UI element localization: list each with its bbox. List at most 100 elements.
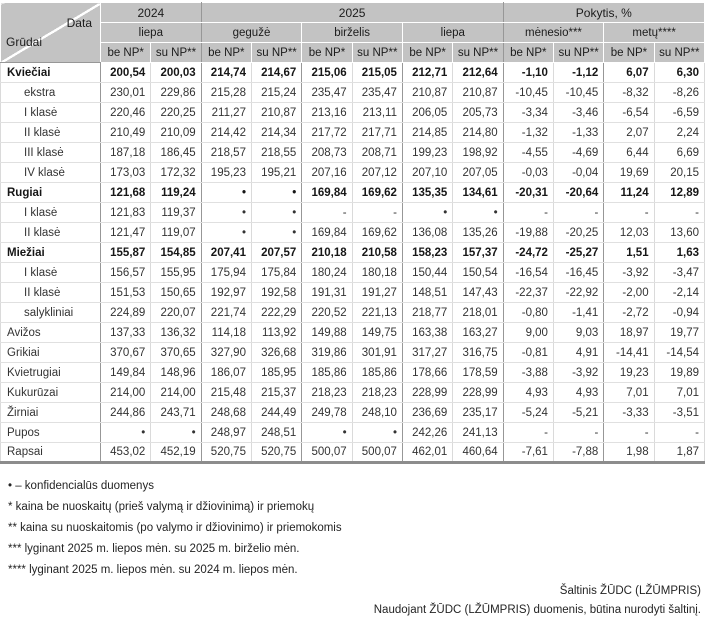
value-cell: 243,71: [150, 402, 202, 423]
value-cell: 206,05: [402, 102, 454, 123]
value-cell: 19,77: [654, 322, 705, 343]
value-cell: 500,07: [301, 442, 353, 463]
value-cell: 169,62: [352, 222, 403, 243]
value-cell: 9,00: [503, 322, 554, 343]
header-row-months: liepa gegužė birželis liepa mėnesio*** metų**…: [1, 22, 705, 43]
value-cell: 224,89: [100, 302, 152, 323]
value-cell: 1,98: [603, 442, 655, 463]
value-cell: 158,23: [402, 242, 454, 263]
value-cell: -14,41: [603, 342, 655, 363]
value-cell: 163,27: [452, 322, 504, 343]
value-cell: 19,89: [654, 362, 705, 383]
header-year-group: 2025: [200, 2, 504, 23]
value-cell: •: [251, 202, 303, 223]
value-cell: 169,84: [301, 182, 353, 203]
value-cell: 150,65: [150, 282, 202, 303]
value-cell: 210,87: [251, 102, 303, 123]
footnote: **** lyginant 2025 m. liepos mėn. su 202…: [8, 564, 298, 576]
value-cell: 6,07: [603, 62, 655, 83]
row-label: Grikiai: [0, 342, 101, 363]
value-cell: -: [654, 422, 705, 443]
value-cell: 210,58: [352, 242, 403, 263]
value-cell: 218,77: [402, 302, 454, 323]
value-cell: 1,51: [603, 242, 655, 263]
value-cell: 121,47: [100, 222, 152, 243]
value-cell: •: [201, 222, 252, 243]
value-cell: 4,91: [553, 342, 605, 363]
value-cell: 214,34: [251, 122, 303, 143]
value-cell: -16,54: [503, 262, 554, 283]
table-row: Miežiai 155,87 154,85 207,41 207,57 210,18 210…: [0, 242, 705, 263]
value-cell: •: [352, 422, 403, 443]
value-cell: -14,54: [654, 342, 705, 363]
table-row: Kviečiai 200,54 200,03 214,74 214,67 215,06 21…: [0, 62, 705, 83]
value-cell: 149,88: [301, 322, 353, 343]
value-cell: -20,64: [553, 182, 605, 203]
header-month: liepa: [401, 22, 504, 43]
value-cell: 186,07: [201, 362, 252, 383]
row-label: Kukurūzai: [0, 382, 101, 403]
row-label: Žirniai: [0, 402, 101, 423]
table-row: IV klasė 173,03 172,32 195,23 195,21 207,16 20…: [0, 162, 705, 183]
header-month: gegužė: [200, 22, 303, 43]
header-year-group: Pokytis, %: [502, 2, 705, 23]
value-cell: 1,87: [654, 442, 705, 463]
value-cell: 218,55: [251, 142, 303, 163]
value-cell: -10,45: [503, 82, 554, 103]
value-cell: 230,01: [100, 82, 152, 103]
table-row: Rugiai 121,68 119,24 • • 169,84 169,62 135,35 13…: [0, 182, 705, 203]
value-cell: 248,68: [201, 402, 252, 423]
value-cell: 520,75: [251, 442, 303, 463]
value-cell: 207,10: [402, 162, 454, 183]
value-cell: 180,18: [352, 262, 403, 283]
value-cell: -6,59: [654, 102, 705, 123]
header-price-col: su NP**: [250, 42, 303, 63]
value-cell: -2,14: [654, 282, 705, 303]
row-label: I klasė: [0, 102, 101, 123]
row-label: Avižos: [0, 322, 101, 343]
value-cell: •: [201, 182, 252, 203]
source-line: Naudojant ŽŪDC (LŽŪMPRIS) duomenis, būti…: [373, 604, 701, 616]
value-cell: -22,92: [553, 282, 605, 303]
header-price-col: be NP*: [502, 42, 554, 63]
value-cell: 220,07: [150, 302, 202, 323]
value-cell: 192,58: [251, 282, 303, 303]
value-cell: •: [201, 202, 252, 223]
value-cell: 316,75: [452, 342, 504, 363]
value-cell: -3,34: [503, 102, 554, 123]
value-cell: 185,86: [352, 362, 403, 383]
value-cell: 186,45: [150, 142, 202, 163]
value-cell: 319,86: [301, 342, 353, 363]
value-cell: 462,01: [402, 442, 454, 463]
table-row: I klasė 156,57 155,95 175,94 175,84 180,24 180…: [0, 262, 705, 283]
table-row: I klasė 121,83 119,37 • • - - • • - - - -: [0, 202, 705, 223]
value-cell: -0,03: [503, 162, 554, 183]
value-cell: 241,13: [452, 422, 504, 443]
value-cell: 242,26: [402, 422, 454, 443]
value-cell: 220,25: [150, 102, 202, 123]
value-cell: 244,49: [251, 402, 303, 423]
row-label: Rapsai: [0, 442, 101, 463]
value-cell: -1,32: [503, 122, 554, 143]
value-cell: 215,48: [201, 382, 252, 403]
footnote: * kaina be nuoskaitų (prieš valymą ir dž…: [8, 501, 315, 513]
header-price-col: be NP*: [99, 42, 152, 63]
value-cell: 228,99: [402, 382, 454, 403]
value-cell: 214,67: [251, 62, 303, 83]
header-month: metų****: [603, 22, 705, 43]
row-label: II klasė: [0, 222, 101, 243]
value-cell: 218,23: [301, 382, 353, 403]
value-cell: 214,85: [402, 122, 454, 143]
value-cell: 198,92: [452, 142, 504, 163]
value-cell: 229,86: [150, 82, 202, 103]
value-cell: -6,54: [603, 102, 655, 123]
value-cell: 12,03: [603, 222, 655, 243]
table-row: ekstra 230,01 229,86 215,28 215,24 235,47 235,…: [0, 82, 705, 103]
value-cell: 147,43: [452, 282, 504, 303]
source-block: Šaltinis ŽŪDC (LŽŪMPRIS) Naudojant ŽŪDC …: [0, 582, 705, 620]
value-cell: 215,06: [301, 62, 353, 83]
value-cell: 149,75: [352, 322, 403, 343]
value-cell: 20,15: [654, 162, 705, 183]
value-cell: -1,10: [503, 62, 554, 83]
table-row: Pupos • • 248,97 248,51 • • 242,26 241,13- - - -: [0, 422, 705, 443]
